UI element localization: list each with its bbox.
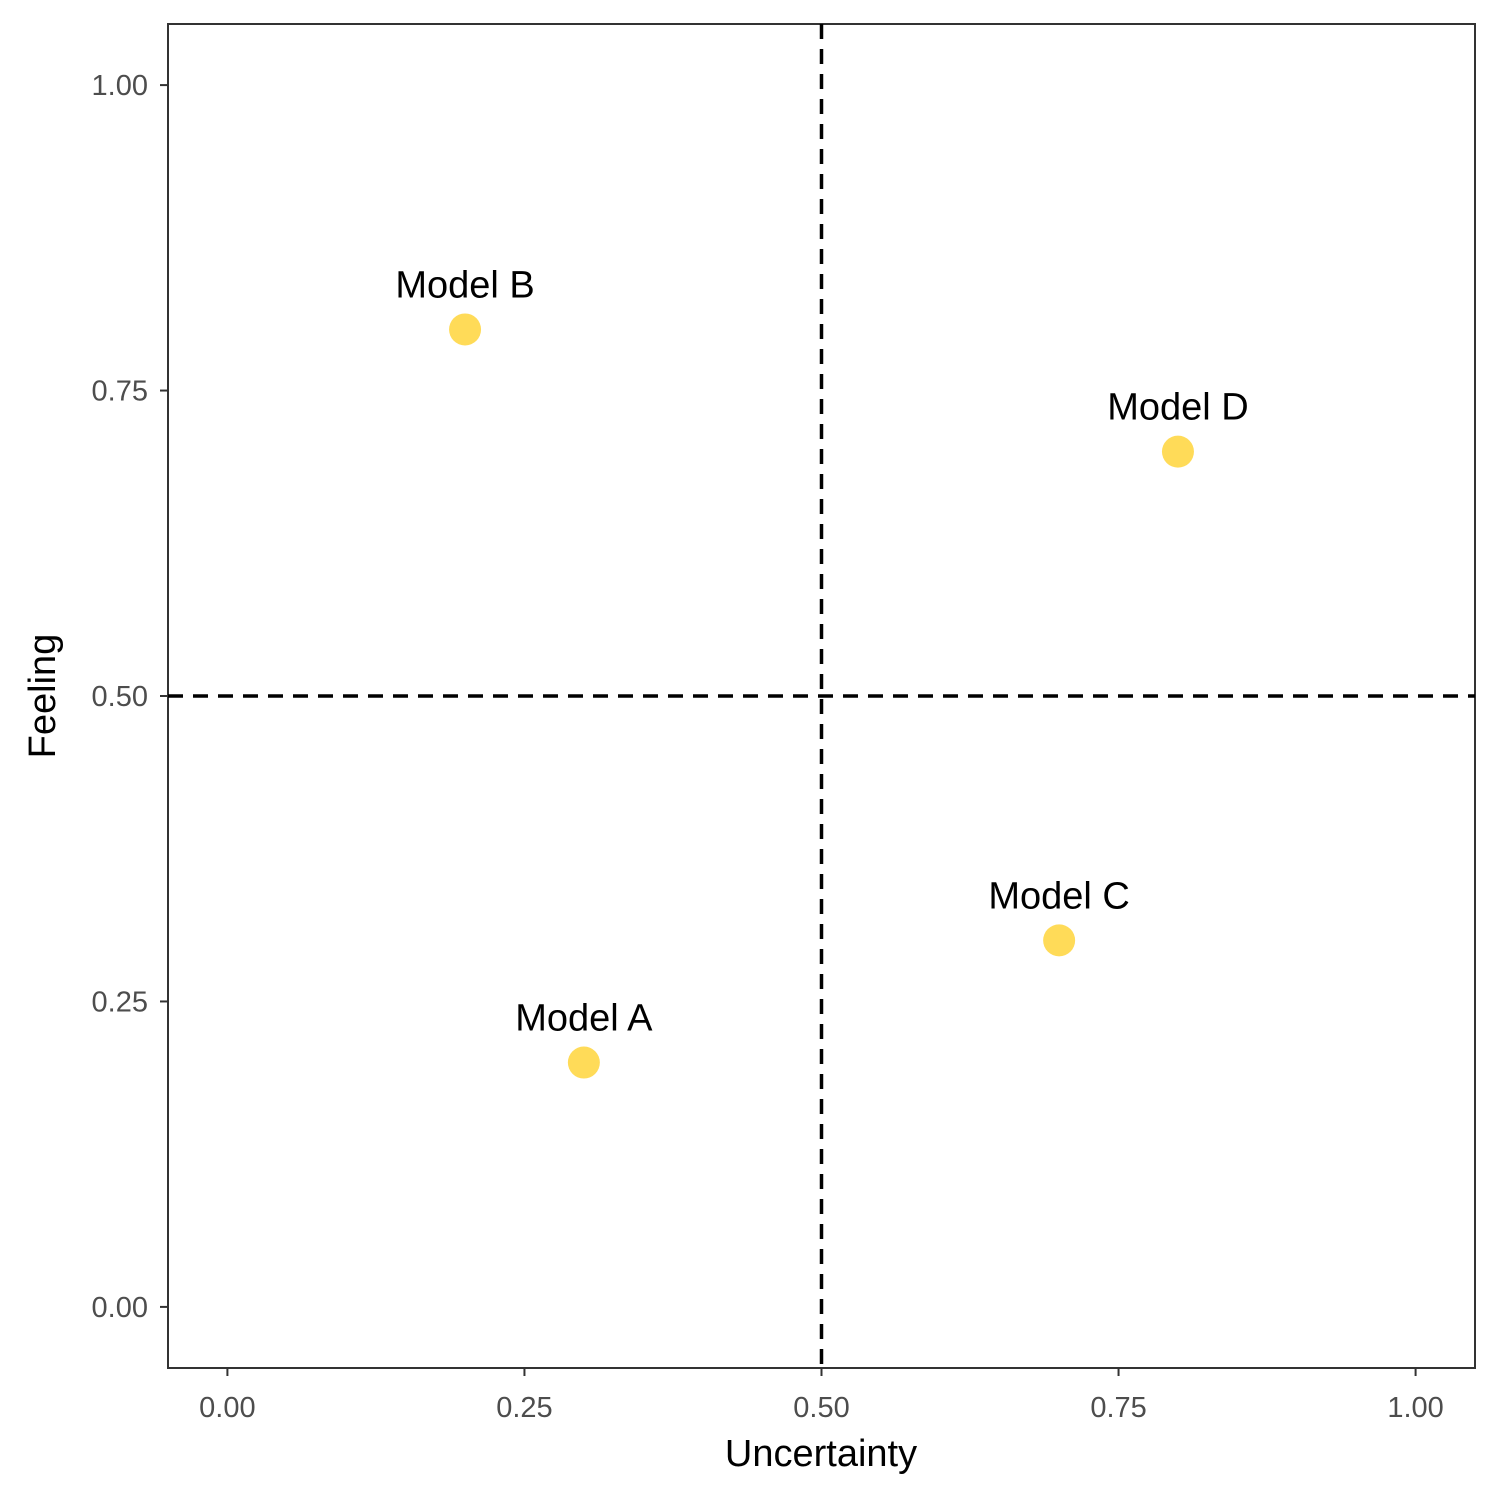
y-tick-label: 0.75 (92, 376, 148, 408)
y-tick-label: 0.25 (92, 986, 148, 1018)
y-axis: 0.00 0.25 0.50 0.75 1.00 (92, 70, 168, 1324)
data-point (567, 1046, 600, 1079)
y-tick-label: 0.00 (92, 1292, 148, 1324)
data-point-label: Model A (515, 998, 653, 1040)
x-tick-label: 0.75 (1090, 1392, 1146, 1424)
y-axis-title: Feeling (22, 634, 64, 759)
y-tick-label: 0.50 (92, 681, 148, 713)
x-tick-label: 0.50 (793, 1392, 849, 1424)
data-point (449, 313, 482, 346)
y-tick-label: 1.00 (92, 70, 148, 102)
x-tick-label: 0.00 (199, 1392, 255, 1424)
data-point (1161, 435, 1194, 468)
x-axis-title: Uncertainty (725, 1433, 917, 1475)
reference-lines (168, 24, 1475, 1368)
data-point-label: Model C (988, 875, 1130, 917)
data-point-label: Model B (395, 264, 534, 306)
data-point-label: Model D (1107, 387, 1249, 429)
data-point (1043, 924, 1076, 957)
data-points: Model A Model B Model C Model D (395, 264, 1249, 1079)
x-axis: 0.00 0.25 0.50 0.75 1.00 (199, 1368, 1444, 1424)
x-tick-label: 0.25 (496, 1392, 552, 1424)
x-tick-label: 1.00 (1387, 1392, 1443, 1424)
